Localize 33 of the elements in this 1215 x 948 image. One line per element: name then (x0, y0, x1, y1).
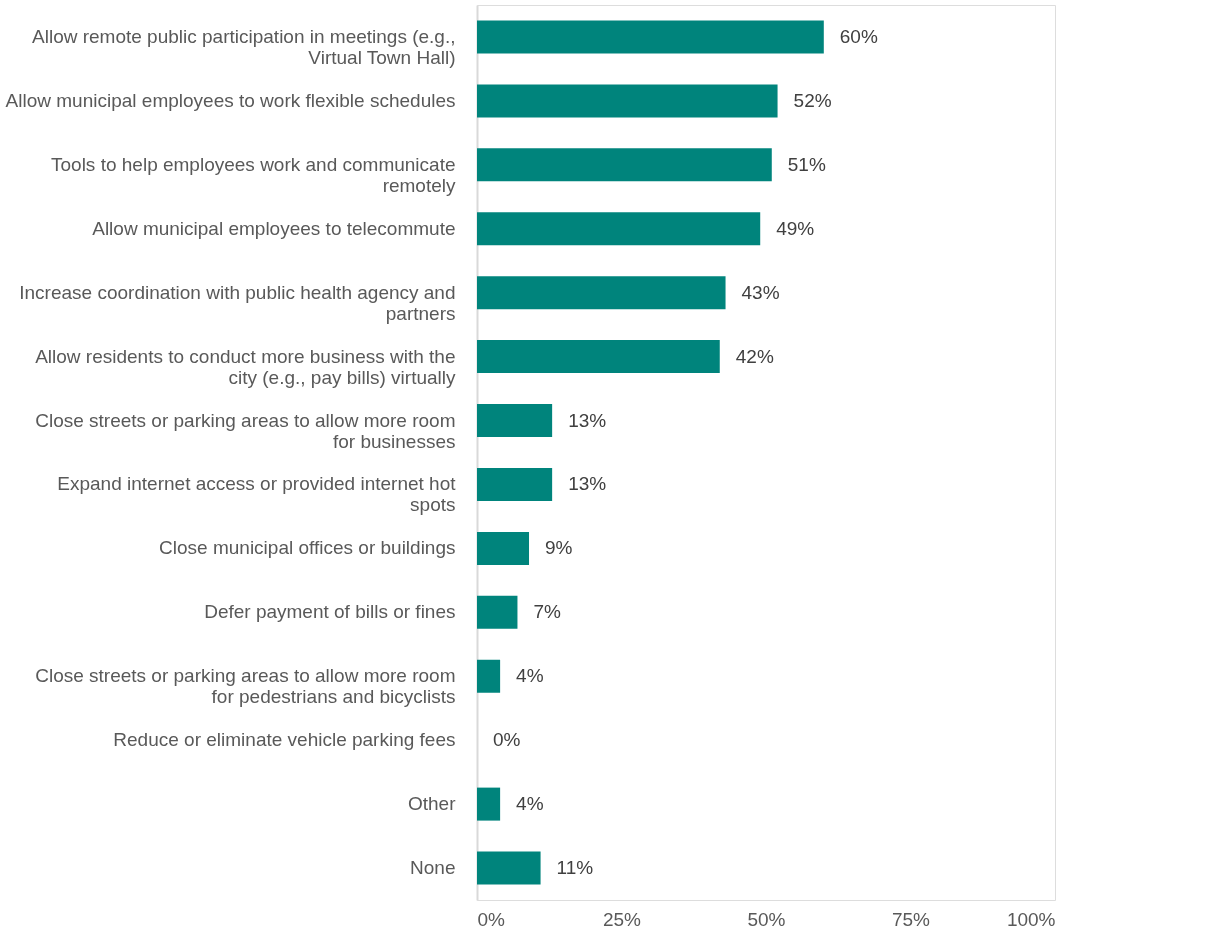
y-tick-label: Allow remote public participation in meetings (e.g., Virtual Town Hall) (32, 25, 456, 68)
data-label: 4% (516, 665, 544, 687)
data-label: 43% (741, 281, 780, 303)
y-tick-label: Allow municipal employees to work flexible schedules (5, 89, 456, 111)
y-tick-label: Allow municipal employees to telecommute (92, 217, 456, 239)
x-tick-label: 0% (477, 908, 506, 930)
x-tick-label: 100% (1006, 908, 1056, 930)
y-tick-label: Other (407, 793, 457, 815)
y-tick-label: Close municipal offices or buildings (159, 537, 456, 559)
y-tick-label: Increase coordination with public health agency and partners (19, 281, 456, 324)
y-tick-label: Defer payment of bills or fines (204, 601, 456, 623)
data-label: 42% (735, 345, 774, 367)
data-label: 4% (516, 793, 544, 815)
data-label: 13% (568, 409, 607, 431)
y-tick-label: Reduce or eliminate vehicle parking fees (113, 729, 456, 751)
x-tick-label: 75% (891, 908, 931, 930)
data-label: 7% (533, 601, 562, 623)
data-label: 60% (839, 25, 878, 47)
x-tick-label: 50% (747, 908, 786, 930)
y-tick-label: None (410, 857, 456, 879)
x-tick-label: 25% (602, 908, 642, 930)
data-label: 9% (545, 537, 573, 559)
data-label: 13% (568, 473, 607, 495)
data-label: 11% (556, 857, 594, 879)
data-label: 52% (793, 89, 832, 111)
y-tick-label: Allow residents to conduct more business with the city (e.g., pay bills) virtually (35, 345, 456, 388)
y-tick-label: Close streets or parking areas to allow more room for businesses (35, 409, 456, 452)
y-tick-label: Close streets or parking areas to allow more room for pedestrians and bicyclists (35, 665, 456, 708)
y-tick-label: Tools to help employees work and communicate remotely (51, 153, 456, 196)
data-label: 0% (493, 729, 521, 751)
data-label: 51% (787, 153, 826, 175)
data-label: 49% (776, 217, 815, 239)
y-tick-label: Expand internet access or provided internet hot spots (57, 473, 457, 516)
